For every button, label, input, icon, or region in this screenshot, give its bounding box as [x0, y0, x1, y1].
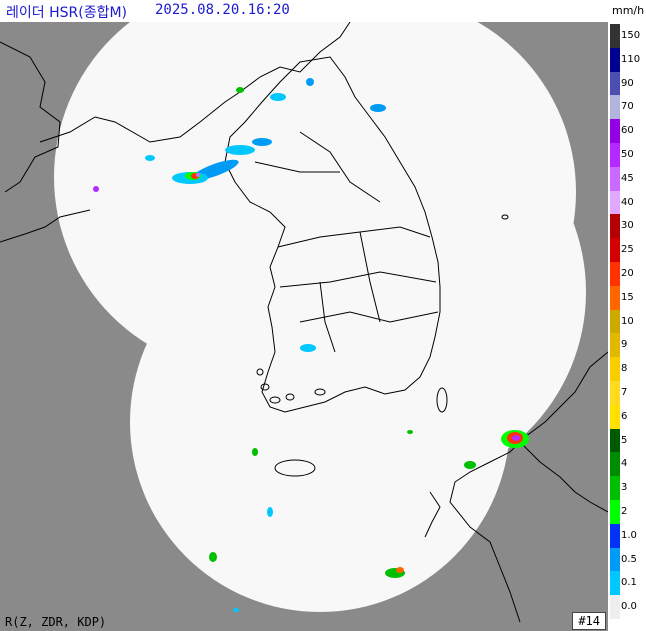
legend-label: 45 [621, 172, 634, 184]
korean-peninsula [224, 56, 441, 413]
legend-swatch [610, 71, 620, 96]
legend-label: 2 [621, 505, 628, 517]
legend-label: 30 [621, 220, 634, 232]
product-title: 레이더 HSR(종합M) [6, 5, 127, 21]
legend-swatch [610, 428, 620, 453]
legend-swatch [610, 571, 620, 596]
legend-swatch [610, 95, 620, 120]
legend-swatch [610, 500, 620, 524]
legend-label: 50 [621, 148, 634, 160]
frame-number[interactable]: #14 [572, 612, 606, 630]
legend-swatch [610, 333, 620, 358]
legend-label: 15 [621, 291, 634, 303]
rain-rate-legend: 150 110 90 70 60 50 45 40 30 25 20 15 10 9 8 7 6 5 4 3 2 1.0 0… [608, 22, 646, 631]
legend-swatch [610, 404, 620, 429]
radar-map-canvas [0, 22, 608, 623]
legend-label: 20 [621, 267, 634, 279]
jeju-island [274, 459, 316, 477]
legend-label: 25 [621, 244, 634, 256]
header-bar: 레이더 HSR(종합M) 2025.08.20.16:20 [0, 0, 608, 22]
legend-label: 6 [621, 410, 628, 422]
legend-swatch [610, 381, 620, 405]
legend-label: 60 [621, 125, 634, 137]
coastline [0, 22, 608, 623]
legend-swatch [610, 595, 620, 620]
legend-swatch [610, 547, 620, 572]
precipitation-echoes [93, 78, 529, 612]
legend-swatch [610, 166, 620, 191]
legend-swatch [610, 309, 620, 334]
legend-label: 0.0 [621, 601, 637, 613]
legend-label: 7 [621, 386, 628, 398]
product-variables: R(Z, ZDR, KDP) [5, 615, 107, 629]
legend-label: 90 [621, 77, 634, 89]
legend-label: 0.1 [621, 577, 637, 589]
legend-swatch [610, 523, 620, 548]
legend-label: 9 [621, 339, 628, 351]
legend-swatch [610, 285, 620, 310]
islands [256, 214, 509, 477]
legend-swatch [610, 357, 620, 382]
legend-swatch [610, 214, 620, 239]
legend-label: 8 [621, 363, 628, 375]
legend-unit: mm/h [612, 4, 645, 17]
legend-label: 70 [621, 101, 634, 113]
legend-swatch [610, 24, 620, 48]
radar-coverage-area [54, 22, 586, 612]
legend-swatch [610, 143, 620, 167]
legend-label: 0.5 [621, 553, 637, 565]
legend-label: 5 [621, 434, 628, 446]
legend-swatch [610, 238, 620, 263]
legend-label: 1.0 [621, 529, 637, 541]
legend-label: 3 [621, 482, 628, 494]
legend-swatch [610, 119, 620, 144]
legend-label: 10 [621, 315, 634, 327]
legend-label: 4 [621, 458, 628, 470]
legend-swatch [610, 262, 620, 286]
radar-map[interactable]: R(Z, ZDR, KDP) #14 [0, 22, 608, 631]
observation-timestamp: 2025.08.20.16:20 [155, 2, 290, 18]
legend-label: 110 [621, 53, 641, 65]
legend-label: 40 [621, 196, 634, 208]
legend-swatch [610, 190, 620, 215]
legend-swatch [610, 47, 620, 72]
legend-swatch [610, 452, 620, 477]
legend-label: 150 [621, 29, 641, 41]
legend-swatch [610, 476, 620, 501]
